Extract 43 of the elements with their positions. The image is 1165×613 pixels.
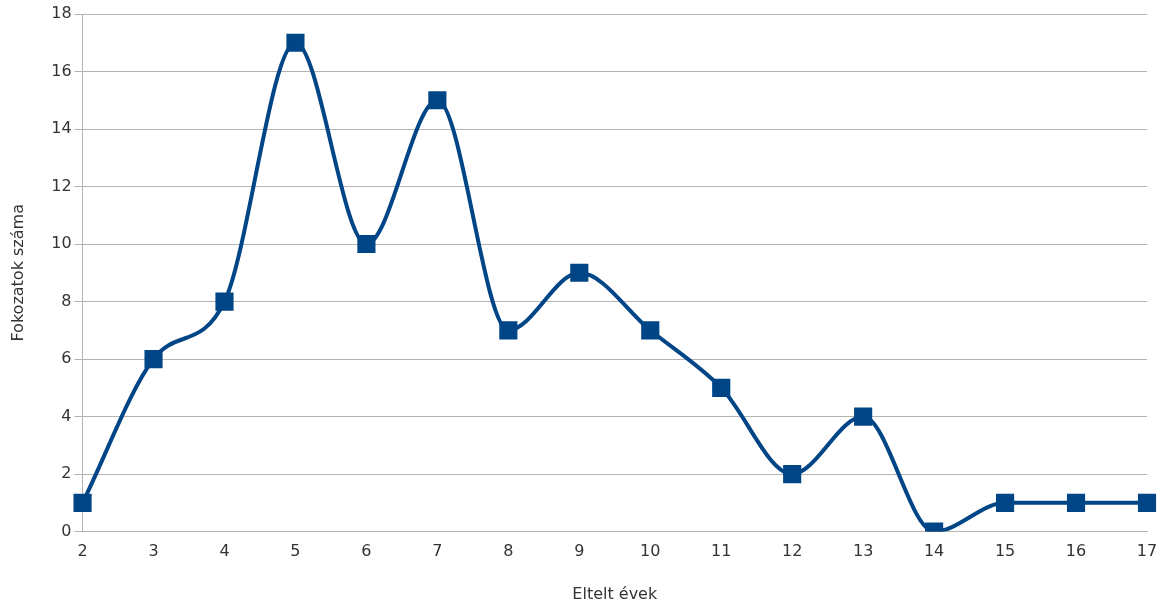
point xyxy=(641,321,660,340)
point xyxy=(73,493,92,512)
y-tick-label: 2 xyxy=(61,463,72,483)
point xyxy=(428,91,447,110)
x-tick-label: 13 xyxy=(852,541,874,561)
point xyxy=(144,350,163,369)
x-tick-label: 7 xyxy=(432,541,443,561)
x-tick-label: 17 xyxy=(1136,541,1158,561)
x-tick-label: 15 xyxy=(994,541,1016,561)
point xyxy=(783,465,802,484)
point xyxy=(499,321,518,340)
point xyxy=(1137,493,1157,512)
x-tick-label: 4 xyxy=(219,541,230,561)
y-tick-label: 12 xyxy=(51,175,72,195)
point xyxy=(215,292,234,311)
x-tick-label: 2 xyxy=(77,541,88,561)
y-axis-title: Fokozatok száma xyxy=(7,204,27,342)
y-tick-label: 14 xyxy=(51,118,72,138)
x-tick-label: 12 xyxy=(782,541,803,561)
x-tick-label: 11 xyxy=(711,541,732,561)
y-tick-label: 6 xyxy=(61,348,72,368)
point xyxy=(854,407,873,426)
y-tick-label: 18 xyxy=(51,3,72,23)
point xyxy=(996,493,1015,512)
point xyxy=(712,378,731,397)
x-tick-label: 8 xyxy=(503,541,514,561)
x-tick-label: 5 xyxy=(290,541,301,561)
x-tick-label: 9 xyxy=(574,541,585,561)
x-tick-label: 14 xyxy=(923,541,945,561)
x-tick-label: 6 xyxy=(361,541,372,561)
point xyxy=(1066,493,1086,512)
y-tick-label: 10 xyxy=(51,233,72,253)
x-tick-label: 10 xyxy=(640,541,661,561)
x-axis-title: Eltelt évek xyxy=(572,583,658,603)
y-tick-label: 8 xyxy=(61,290,72,310)
y-tick-label: 0 xyxy=(61,520,72,540)
point xyxy=(357,234,376,254)
y-tick-label: 4 xyxy=(61,405,72,425)
y-tick-label: 16 xyxy=(51,60,72,80)
x-tick-label: 3 xyxy=(148,541,159,561)
point xyxy=(286,33,305,52)
point xyxy=(570,263,589,282)
x-tick-label: 16 xyxy=(1065,541,1087,561)
